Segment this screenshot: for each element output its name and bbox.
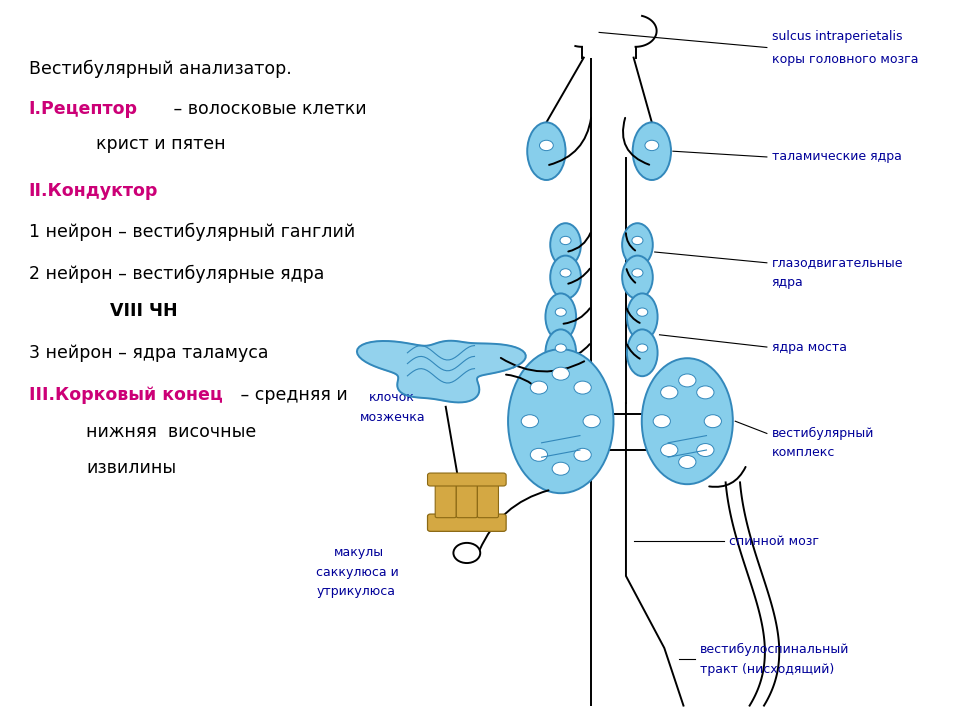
Circle shape [574,449,591,462]
FancyBboxPatch shape [427,514,506,531]
FancyBboxPatch shape [435,480,456,518]
FancyBboxPatch shape [427,473,506,486]
Circle shape [632,236,643,245]
Circle shape [660,444,678,456]
Circle shape [552,462,569,475]
Text: нижняя  височные: нижняя височные [86,423,256,441]
Circle shape [540,140,553,150]
Text: VIII ЧН: VIII ЧН [110,302,178,320]
Circle shape [645,140,659,150]
Ellipse shape [622,256,653,299]
Ellipse shape [550,223,581,266]
Text: Вестибулярный анализатор.: Вестибулярный анализатор. [29,59,292,78]
Circle shape [697,386,714,399]
Text: sulcus intraperietalis: sulcus intraperietalis [772,30,902,42]
Circle shape [574,381,591,394]
Text: саккулюса и: саккулюса и [317,566,399,579]
Ellipse shape [633,122,671,180]
Ellipse shape [508,349,613,493]
Text: глазодвигательные: глазодвигательные [772,256,903,269]
Text: вестибулоспинальный: вестибулоспинальный [700,643,850,656]
Circle shape [653,415,670,428]
Text: макулы: макулы [333,546,384,559]
Circle shape [552,367,569,380]
Text: таламические ядра: таламические ядра [772,150,901,163]
Text: II.Кондуктор: II.Кондуктор [29,182,158,200]
Ellipse shape [622,223,653,266]
Circle shape [636,344,648,352]
Circle shape [555,344,566,352]
Ellipse shape [627,294,658,341]
Ellipse shape [550,256,581,299]
Circle shape [530,449,547,462]
Text: спинной мозг: спинной мозг [729,535,819,548]
Text: ядра: ядра [772,276,804,289]
Circle shape [632,269,643,277]
FancyBboxPatch shape [456,480,477,518]
Text: крист и пятен: крист и пятен [96,135,226,153]
Circle shape [679,374,696,387]
Circle shape [583,415,600,428]
Polygon shape [357,341,526,402]
Text: комплекс: комплекс [772,446,835,459]
Text: 2 нейрон – вестибулярные ядра: 2 нейрон – вестибулярные ядра [29,264,324,283]
Text: – волосковые клетки: – волосковые клетки [168,101,367,119]
Circle shape [705,415,722,428]
Ellipse shape [545,330,576,376]
Text: ядра моста: ядра моста [772,341,847,354]
Circle shape [660,386,678,399]
Text: вестибулярный: вестибулярный [772,427,874,440]
Circle shape [453,543,480,563]
Circle shape [679,456,696,469]
Circle shape [636,308,648,316]
Text: I.Рецептор: I.Рецептор [29,101,137,119]
Circle shape [697,444,714,456]
Circle shape [560,269,571,277]
FancyBboxPatch shape [477,480,498,518]
Text: мозжечка: мозжечка [359,411,425,424]
Text: 3 нейрон – ядра таламуса: 3 нейрон – ядра таламуса [29,344,268,362]
Ellipse shape [527,122,565,180]
Text: извилины: извилины [86,459,177,477]
Text: 1 нейрон – вестибулярный ганглий: 1 нейрон – вестибулярный ганглий [29,222,355,241]
Text: III.Корковый конец: III.Корковый конец [29,386,223,403]
Text: утрикулюса: утрикулюса [317,585,396,598]
Text: – средняя и: – средняя и [235,386,348,403]
Ellipse shape [545,294,576,341]
Ellipse shape [627,330,658,376]
Ellipse shape [642,359,732,485]
Text: клочок: клочок [369,391,415,404]
Circle shape [555,308,566,316]
Circle shape [530,381,547,394]
Circle shape [521,415,539,428]
Text: тракт (нисходящий): тракт (нисходящий) [700,663,834,676]
Text: коры головного мозга: коры головного мозга [772,53,918,66]
Circle shape [560,236,571,245]
